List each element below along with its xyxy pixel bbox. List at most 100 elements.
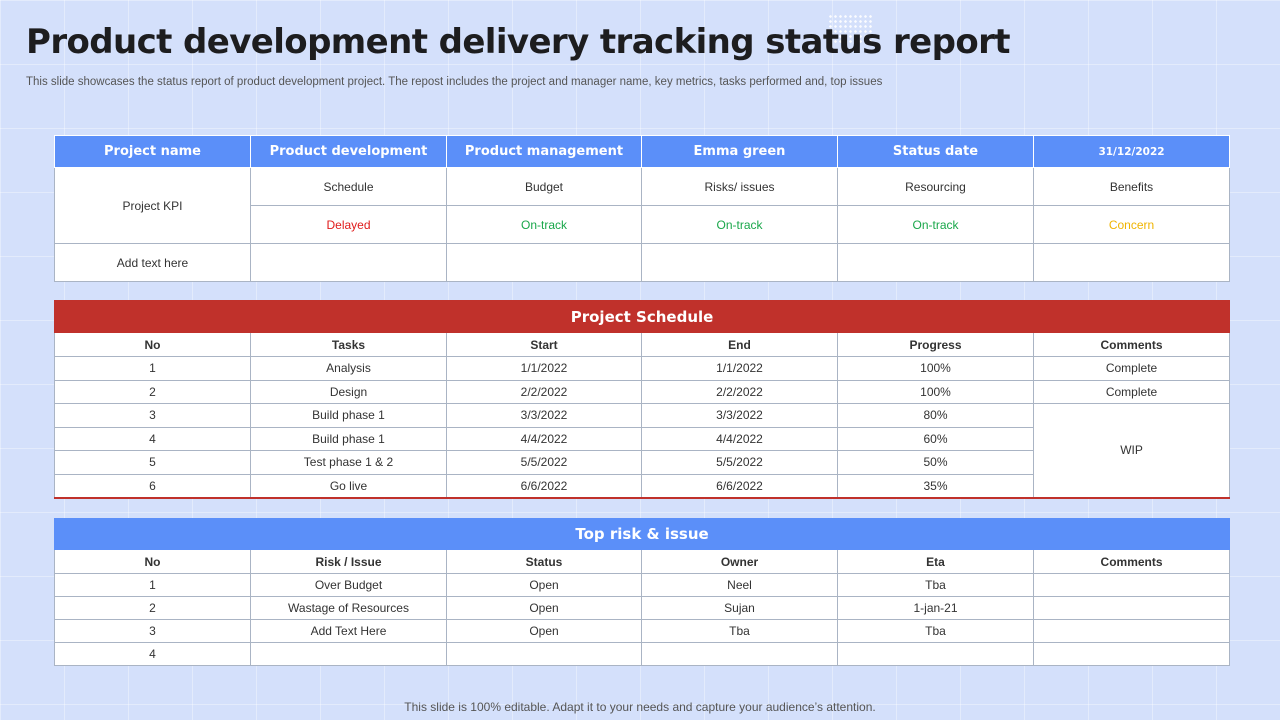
risk-col-no: No [54, 549, 251, 574]
overview-header-manager: Emma green [641, 135, 838, 168]
kpi-status-row: Delayed On-track On-track On-track Conce… [55, 205, 1230, 244]
schedule-no: 4 [54, 426, 251, 451]
decorative-dot-pattern [828, 14, 874, 44]
schedule-progress: 60% [837, 426, 1034, 451]
project-schedule-table: Project Schedule No Tasks Start End Prog… [53, 300, 1231, 499]
risk-eta: Tba [837, 619, 1034, 643]
schedule-row: 6 Go live 6/6/2022 6/6/2022 35% [54, 473, 1230, 498]
add-text-label: Add text here [54, 243, 251, 282]
overview-header-status-date-label: Status date [837, 135, 1034, 168]
risk-col-status: Status [446, 549, 642, 574]
risk-column-headers: No Risk / Issue Status Owner Eta Comment… [54, 549, 1231, 574]
schedule-task: Analysis [250, 356, 447, 381]
schedule-col-progress: Progress [837, 332, 1034, 357]
schedule-start: 4/4/2022 [446, 426, 642, 451]
schedule-col-start: Start [446, 332, 642, 357]
schedule-no: 5 [54, 450, 251, 475]
risk-comment [1032, 573, 1231, 597]
risk-status: Open [446, 619, 642, 643]
risk-row: 3 Add Text Here Open Tba Tba [54, 619, 1231, 643]
kpi-metric-benefits: Benefits [1033, 167, 1230, 206]
schedule-progress: 80% [837, 403, 1034, 428]
schedule-task: Build phase 1 [250, 403, 447, 428]
risk-name: Over Budget [250, 573, 447, 597]
risk-name [250, 642, 447, 666]
schedule-no: 1 [54, 356, 251, 381]
risk-col-owner: Owner [641, 549, 838, 574]
risk-row: 2 Wastage of Resources Open Sujan 1-jan-… [54, 596, 1231, 620]
page-subtitle: This slide showcases the status report o… [26, 76, 883, 88]
schedule-title: Project Schedule [53, 300, 1231, 333]
schedule-task: Go live [250, 473, 447, 498]
schedule-row: 5 Test phase 1 & 2 5/5/2022 5/5/2022 50% [54, 450, 1230, 475]
risk-owner [641, 642, 838, 666]
risk-no: 4 [54, 642, 251, 666]
risk-no: 1 [54, 573, 251, 597]
risk-eta: 1-jan-21 [837, 596, 1034, 620]
empty-cell [837, 243, 1034, 282]
risk-col-comments: Comments [1032, 549, 1231, 574]
schedule-no: 6 [54, 473, 251, 498]
schedule-title-row: Project Schedule [53, 300, 1231, 333]
risk-title: Top risk & issue [53, 518, 1231, 550]
risk-name: Wastage of Resources [250, 596, 447, 620]
schedule-end: 2/2/2022 [641, 379, 838, 404]
risk-comment [1032, 596, 1231, 620]
risk-no: 2 [54, 596, 251, 620]
schedule-no: 3 [54, 403, 251, 428]
schedule-end: 6/6/2022 [641, 473, 838, 498]
project-overview-table: Project name Product development Product… [54, 135, 1230, 282]
top-risk-issue-table: Top risk & issue No Risk / Issue Status … [53, 518, 1231, 666]
schedule-end: 4/4/2022 [641, 426, 838, 451]
kpi-status-benefits: Concern [1033, 205, 1230, 244]
risk-comment [1032, 619, 1231, 643]
schedule-comment: Complete [1032, 356, 1231, 381]
page-title: Product development delivery tracking st… [26, 22, 1011, 62]
risk-status [446, 642, 642, 666]
schedule-row: 1 Analysis 1/1/2022 1/1/2022 100% Comple… [54, 356, 1231, 381]
risk-status: Open [446, 573, 642, 597]
schedule-task: Design [250, 379, 447, 404]
schedule-start: 2/2/2022 [446, 379, 642, 404]
schedule-row: 2 Design 2/2/2022 2/2/2022 100% Complete [54, 379, 1231, 404]
risk-owner: Neel [641, 573, 838, 597]
risk-title-row: Top risk & issue [53, 518, 1231, 550]
risk-col-risk: Risk / Issue [250, 549, 447, 574]
kpi-status-schedule: Delayed [250, 205, 447, 244]
overview-header-project-name: Project name [54, 135, 251, 168]
schedule-start: 3/3/2022 [446, 403, 642, 428]
schedule-end: 5/5/2022 [641, 450, 838, 475]
schedule-comment: Complete [1032, 379, 1231, 404]
schedule-task: Build phase 1 [250, 426, 447, 451]
empty-cell [250, 243, 447, 282]
kpi-metrics-row: Project KPI Schedule Budget Risks/ issue… [54, 167, 1230, 244]
kpi-status-resourcing: On-track [837, 205, 1034, 244]
empty-cell [446, 243, 642, 282]
kpi-label: Project KPI [54, 167, 251, 244]
schedule-end: 1/1/2022 [641, 356, 838, 381]
schedule-progress: 100% [837, 379, 1034, 404]
risk-owner: Sujan [641, 596, 838, 620]
schedule-row: 4 Build phase 1 4/4/2022 4/4/2022 60% [54, 426, 1230, 451]
schedule-col-comments: Comments [1032, 332, 1231, 357]
risk-owner: Tba [641, 619, 838, 643]
kpi-status-budget: On-track [446, 205, 642, 244]
add-text-row: Add text here [54, 243, 1230, 282]
schedule-col-no: No [54, 332, 251, 357]
schedule-comment-wip: WIP [1032, 403, 1231, 498]
risk-eta [837, 642, 1034, 666]
schedule-col-end: End [641, 332, 838, 357]
schedule-progress: 50% [837, 450, 1034, 475]
kpi-metric-resourcing: Resourcing [837, 167, 1034, 206]
schedule-no: 2 [54, 379, 251, 404]
overview-header-status-date: 31/12/2022 [1033, 135, 1230, 168]
schedule-start: 6/6/2022 [446, 473, 642, 498]
schedule-progress: 100% [837, 356, 1034, 381]
empty-cell [1033, 243, 1230, 282]
kpi-metric-risks: Risks/ issues [641, 167, 838, 206]
footer-note: This slide is 100% editable. Adapt it to… [404, 700, 876, 714]
risk-row: 1 Over Budget Open Neel Tba [54, 573, 1231, 597]
schedule-start: 1/1/2022 [446, 356, 642, 381]
risk-status: Open [446, 596, 642, 620]
overview-header-department: Product management [446, 135, 642, 168]
